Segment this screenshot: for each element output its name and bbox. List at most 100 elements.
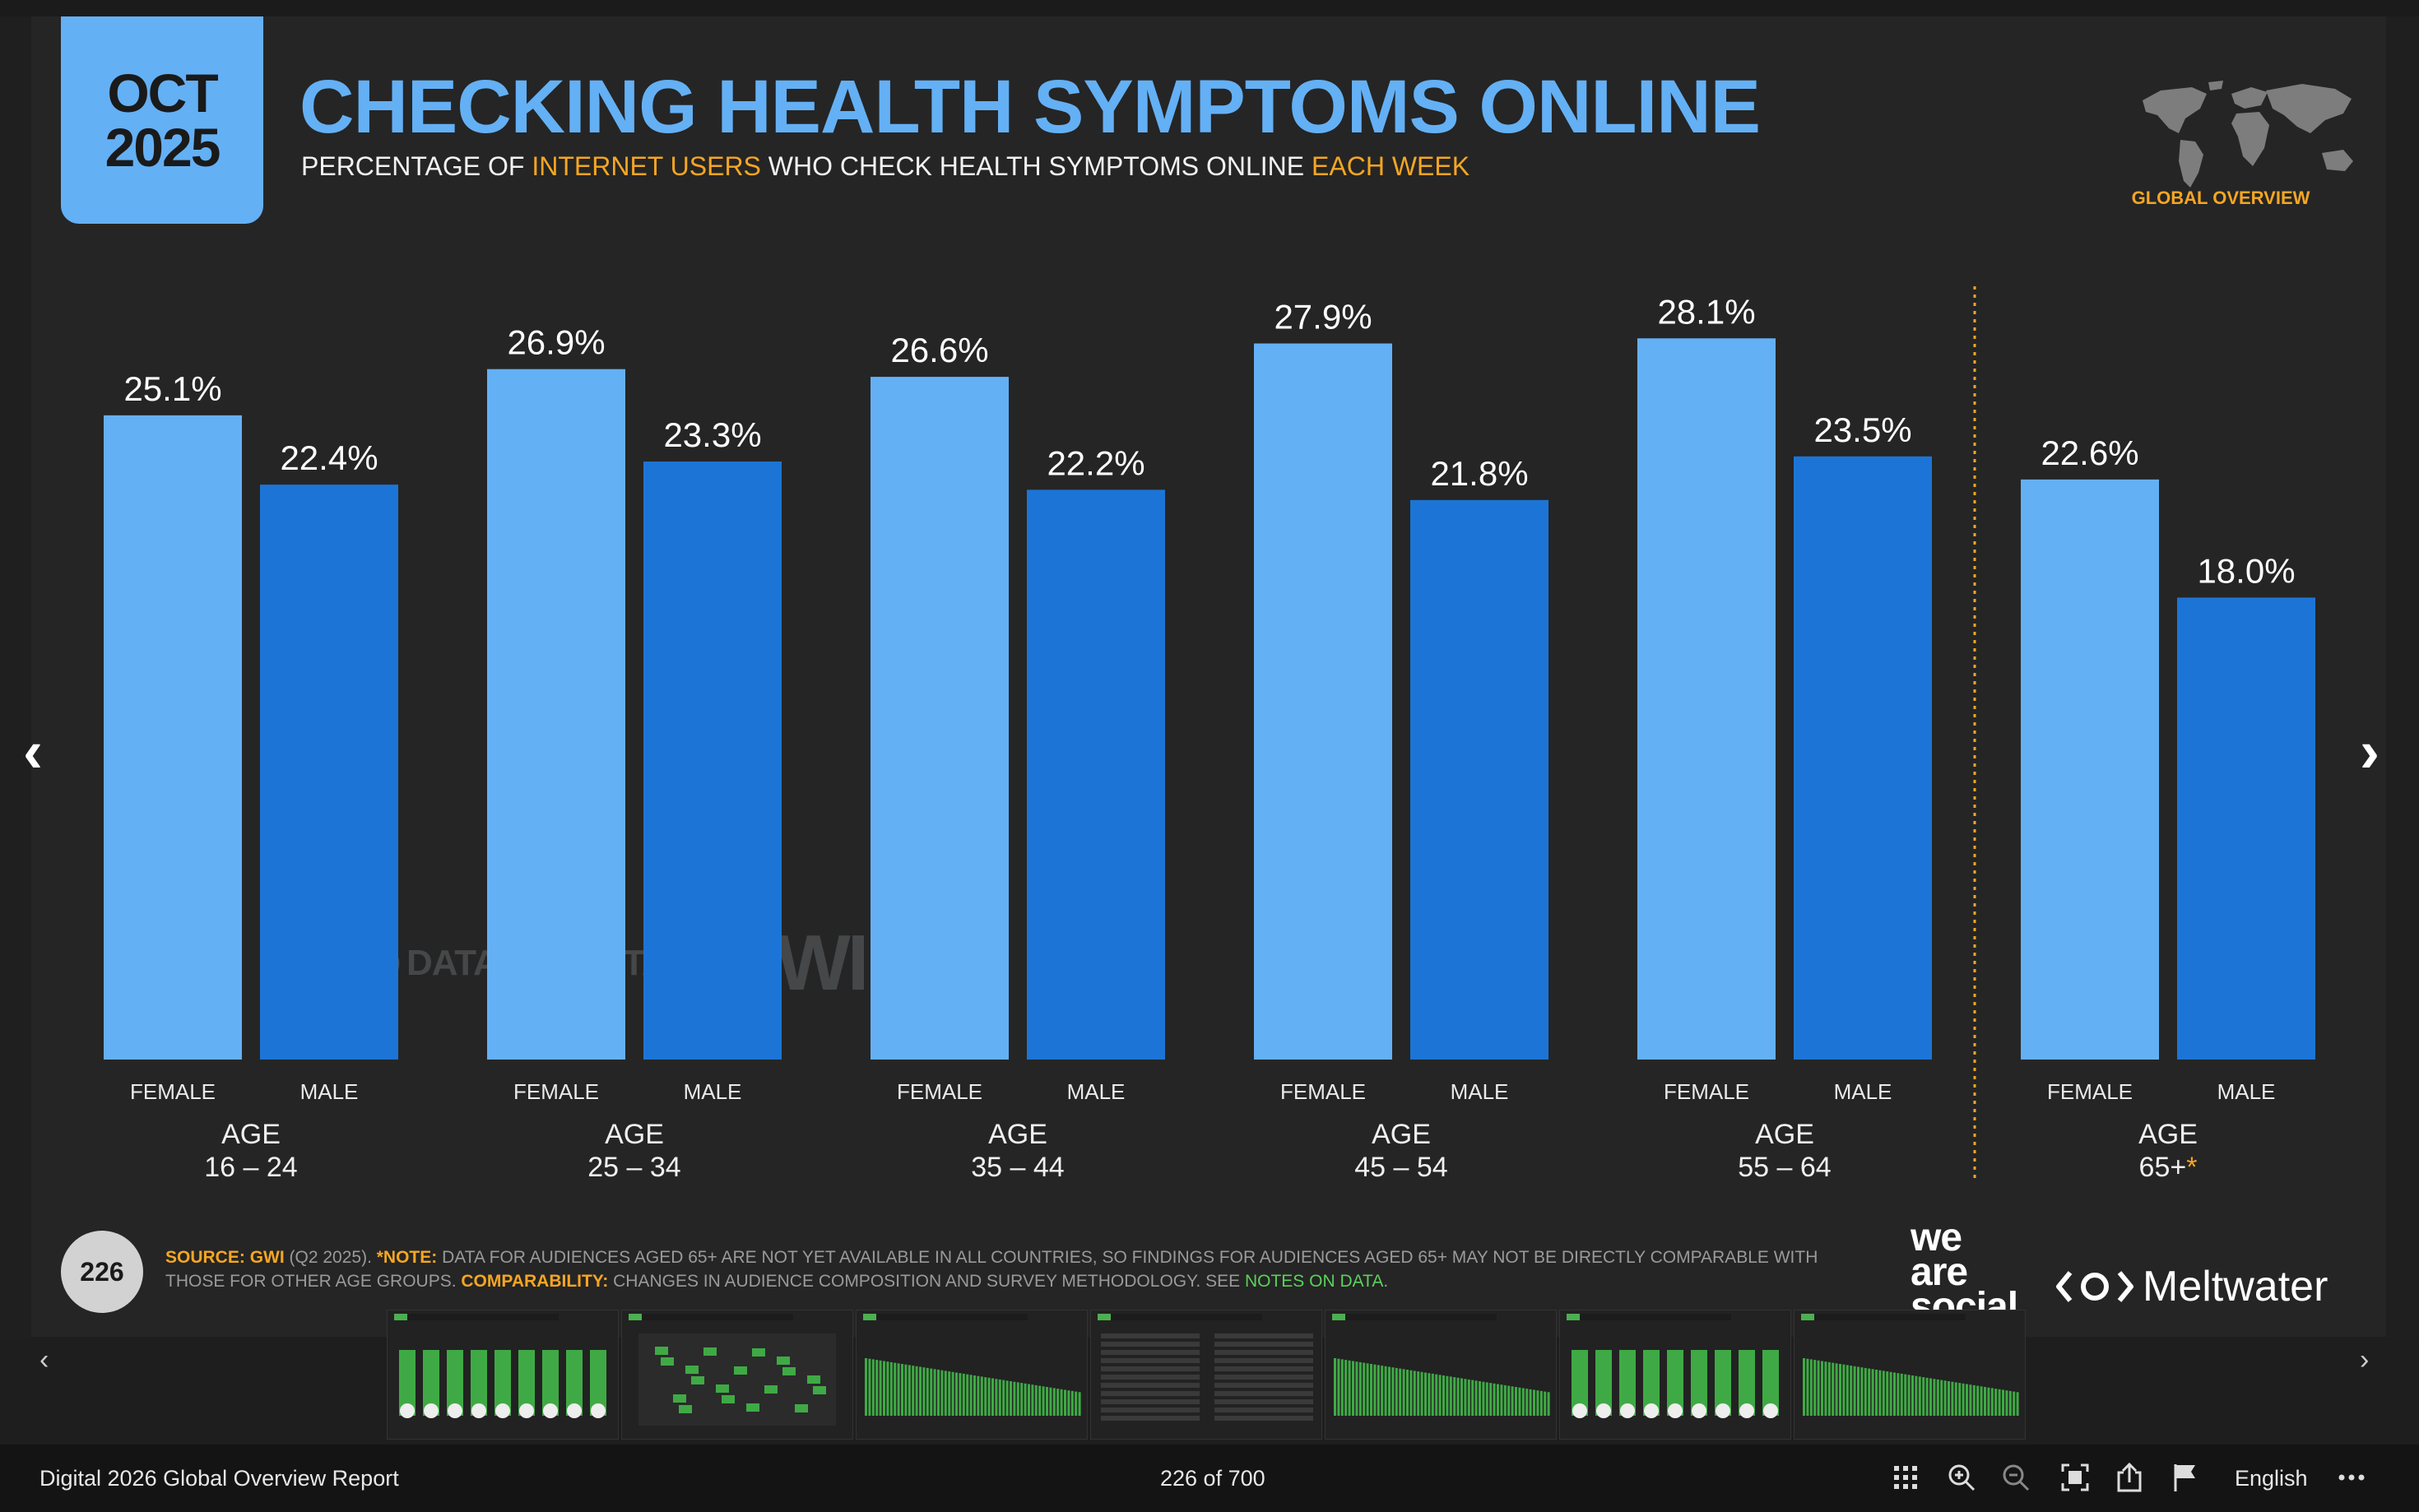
data-label-male-2: 22.2%	[1047, 443, 1144, 482]
next-slide-button[interactable]: ›	[2360, 719, 2380, 785]
document-title: Digital 2026 Global Overview Report	[39, 1466, 399, 1491]
share-icon	[2117, 1463, 2142, 1492]
thumbnails-next-button[interactable]: ›	[2360, 1344, 2370, 1375]
thumbnail-3[interactable]	[856, 1310, 1088, 1440]
bar-female-5	[2021, 479, 2159, 1060]
data-label-male-1: 23.3%	[663, 415, 761, 454]
data-label-male-3: 21.8%	[1430, 454, 1528, 493]
date-badge: OCT 2025	[61, 16, 263, 224]
slide: OCT 2025 CHECKING HEALTH SYMPTOMS ONLINE…	[31, 16, 2386, 1337]
bar-female-1	[487, 369, 625, 1060]
category-label-4: 55 – 64	[1738, 1152, 1831, 1183]
sub-label-female-2: FEMALE	[897, 1079, 982, 1104]
top-strip	[0, 0, 2419, 16]
bar-male-5	[2177, 597, 2315, 1060]
bar-male-3	[1410, 499, 1548, 1060]
bar-female-3	[1254, 343, 1392, 1060]
sub-label-male-1: MALE	[684, 1079, 742, 1104]
group-label-age-0: AGE	[221, 1119, 281, 1150]
grid-view-button[interactable]	[1887, 1459, 1924, 1496]
thumbnail-4[interactable]	[1090, 1310, 1322, 1440]
zoom-in-button[interactable]	[1943, 1459, 1980, 1496]
note-key: *NOTE:	[376, 1248, 438, 1267]
comparability-key: COMPARABILITY:	[461, 1272, 609, 1291]
bar-male-1	[643, 461, 782, 1060]
source-key: SOURCE:	[165, 1248, 245, 1267]
data-label-female-1: 26.9%	[507, 323, 605, 362]
thumbnail-preview-2	[638, 1333, 836, 1426]
footnote: SOURCE: GWI (Q2 2025). *NOTE: DATA FOR A…	[165, 1245, 1877, 1293]
data-label-female-0: 25.1%	[123, 369, 221, 408]
data-label-male-4: 23.5%	[1813, 410, 1911, 449]
data-label-male-5: 18.0%	[2197, 551, 2295, 590]
thumbnail-2[interactable]	[621, 1310, 853, 1440]
thumbnail-7[interactable]	[1794, 1310, 2026, 1440]
thumbnail-preview-6	[1572, 1350, 1779, 1418]
more-icon	[2338, 1474, 2365, 1481]
world-map-icon	[2143, 81, 2353, 188]
category-label-0: 16 – 24	[204, 1152, 297, 1183]
sub-label-female-5: FEMALE	[2047, 1079, 2133, 1104]
data-label-female-4: 28.1%	[1657, 292, 1755, 331]
thumbnail-preview-5	[1334, 1358, 1550, 1416]
thumbnails-prev-button[interactable]: ‹	[39, 1344, 49, 1375]
page-number-badge: 226	[61, 1231, 143, 1313]
bar-female-2	[871, 377, 1009, 1060]
data-label-female-5: 22.6%	[2041, 434, 2138, 472]
sub-label-female-3: FEMALE	[1280, 1079, 1366, 1104]
sub-label-male-4: MALE	[1834, 1079, 1892, 1104]
previous-slide-button[interactable]: ‹	[23, 719, 43, 785]
fit-screen-icon	[2061, 1463, 2089, 1491]
thumbnail-preview-3	[865, 1358, 1081, 1416]
grid-icon	[1894, 1466, 1917, 1489]
data-label-male-0: 22.4%	[280, 438, 378, 477]
comparability-text: CHANGES IN AUDIENCE COMPOSITION AND SURV…	[608, 1272, 1245, 1291]
language-selector[interactable]: English	[2235, 1466, 2308, 1491]
thumbnail-1[interactable]	[387, 1310, 619, 1440]
meltwater-logo: Meltwater	[2055, 1262, 2328, 1311]
note-text: DATA FOR AUDIENCES AGED 65+ ARE NOT YET …	[165, 1248, 1818, 1291]
meltwater-mark-icon	[2056, 1271, 2133, 1302]
category-label-5: 65+*	[2139, 1152, 2198, 1183]
meltwater-text: Meltwater	[2143, 1263, 2328, 1310]
group-label-age-2: AGE	[988, 1119, 1047, 1150]
bar-male-4	[1794, 456, 1932, 1060]
bar-male-2	[1027, 489, 1165, 1060]
badge-month: OCT	[107, 63, 218, 123]
thumbnail-6[interactable]	[1559, 1310, 1791, 1440]
sub-label-male-5: MALE	[2217, 1079, 2276, 1104]
subtitle-part-2: WHO CHECK HEALTH SYMPTOMS ONLINE	[760, 151, 1312, 181]
status-bar	[0, 1445, 2419, 1512]
footnote-end: .	[1383, 1272, 1389, 1291]
sub-label-male-2: MALE	[1067, 1079, 1126, 1104]
zoom-out-icon	[2003, 1464, 2030, 1491]
data-label-female-3: 27.9%	[1274, 298, 1372, 336]
report-button[interactable]	[2167, 1459, 2203, 1496]
share-button[interactable]	[2111, 1459, 2147, 1496]
data-label-female-2: 26.6%	[890, 331, 988, 369]
sub-label-female-1: FEMALE	[513, 1079, 599, 1104]
bar-female-0	[104, 415, 242, 1060]
source-rest: (Q2 2025).	[284, 1248, 377, 1267]
subtitle-part-1: PERCENTAGE OF	[301, 151, 532, 181]
thumbnail-5[interactable]	[1325, 1310, 1557, 1440]
group-label-age-4: AGE	[1755, 1119, 1814, 1150]
slide-title: CHECKING HEALTH SYMPTOMS ONLINE	[299, 65, 1761, 149]
thumbnail-preview-7	[1803, 1358, 2019, 1416]
notes-on-data-link[interactable]: NOTES ON DATA	[1244, 1272, 1384, 1291]
thumbnail-preview-4	[1101, 1333, 1313, 1421]
sub-label-female-0: FEMALE	[130, 1079, 216, 1104]
subtitle-highlight-1: INTERNET USERS	[532, 151, 761, 181]
page-indicator: 226 of 700	[1160, 1466, 1265, 1491]
section-label: GLOBAL OVERVIEW	[2131, 188, 2310, 208]
bar-female-4	[1637, 338, 1776, 1060]
zoom-out-button[interactable]	[1998, 1459, 2034, 1496]
category-asterisk: *	[2186, 1152, 2197, 1183]
sub-label-female-4: FEMALE	[1664, 1079, 1749, 1104]
source-name: GWI	[249, 1248, 285, 1267]
sub-label-male-0: MALE	[300, 1079, 359, 1104]
fit-screen-button[interactable]	[2057, 1459, 2093, 1496]
more-options-button[interactable]	[2333, 1459, 2370, 1496]
group-label-age-3: AGE	[1372, 1119, 1431, 1150]
thumbnail-preview-1	[399, 1350, 606, 1418]
